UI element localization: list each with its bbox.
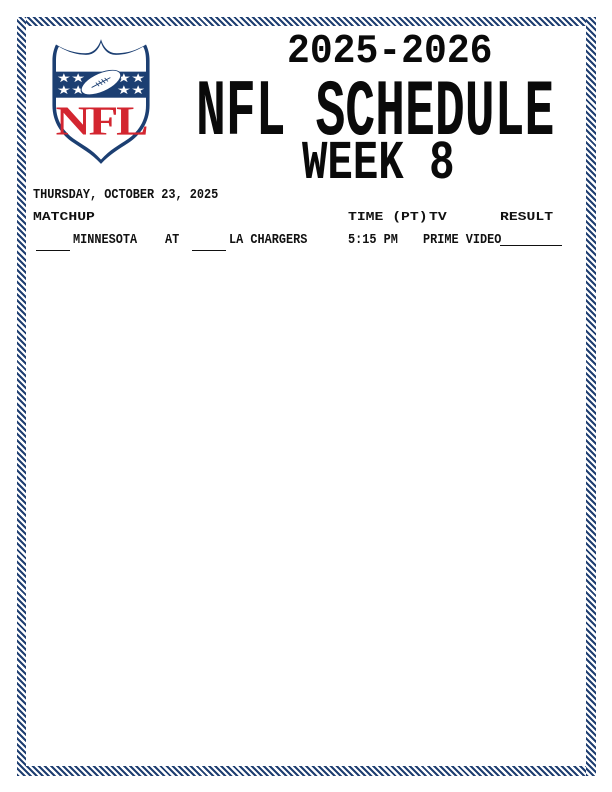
svg-text:NFL: NFL xyxy=(56,98,148,144)
